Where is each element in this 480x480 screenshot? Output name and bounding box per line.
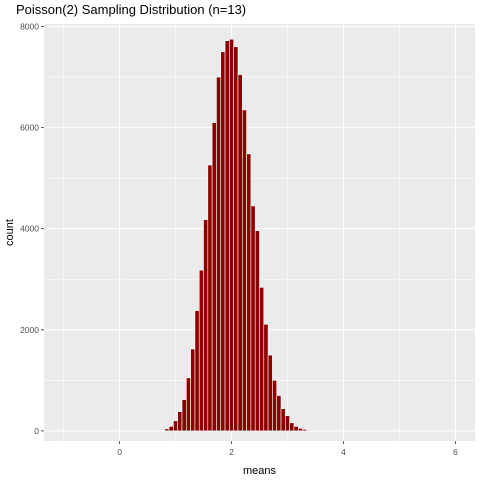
bar — [293, 426, 299, 432]
y-tick-label: 0 — [34, 426, 39, 436]
bar — [276, 395, 282, 432]
bar — [254, 230, 260, 432]
bar — [250, 205, 256, 432]
bar — [241, 109, 247, 432]
bar — [173, 420, 178, 432]
bar — [259, 287, 265, 432]
y-tick-label: 6000 — [20, 123, 39, 133]
bar — [216, 76, 222, 432]
x-axis-ticks: 0 2 4 6 — [117, 441, 458, 457]
bar — [285, 415, 290, 432]
bar — [207, 164, 213, 432]
bar — [302, 429, 308, 432]
bar — [272, 380, 278, 432]
bar — [237, 74, 243, 432]
x-axis-label: means — [243, 465, 277, 477]
y-tick-label: 8000 — [20, 22, 39, 32]
bar — [168, 426, 174, 432]
bar — [203, 219, 209, 432]
bar — [306, 429, 312, 432]
bar — [246, 153, 252, 432]
bar — [267, 354, 273, 432]
x-tick-label: 0 — [117, 447, 122, 457]
bar — [280, 408, 286, 432]
bar — [263, 323, 269, 432]
y-axis-label: count — [4, 219, 16, 246]
bar — [224, 40, 230, 432]
bar — [181, 399, 187, 432]
bar — [194, 310, 200, 432]
bar — [220, 51, 226, 432]
y-tick-label: 4000 — [20, 224, 39, 234]
bar — [233, 46, 239, 432]
bar — [164, 428, 170, 432]
bar — [297, 428, 303, 432]
bar — [190, 348, 196, 432]
y-axis-ticks: 0 2000 4000 6000 8000 — [20, 22, 44, 436]
y-tick-label: 2000 — [20, 325, 39, 335]
bar — [211, 122, 217, 432]
bar — [177, 411, 183, 432]
chart-title: Poisson(2) Sampling Distribution (n=13) — [16, 2, 246, 17]
x-tick-label: 2 — [229, 447, 234, 457]
bar — [198, 269, 204, 432]
x-tick-label: 4 — [341, 447, 346, 457]
bar — [186, 377, 191, 432]
bar — [289, 422, 295, 432]
bars — [164, 38, 312, 432]
x-tick-label: 6 — [453, 447, 458, 457]
bar — [229, 38, 234, 432]
